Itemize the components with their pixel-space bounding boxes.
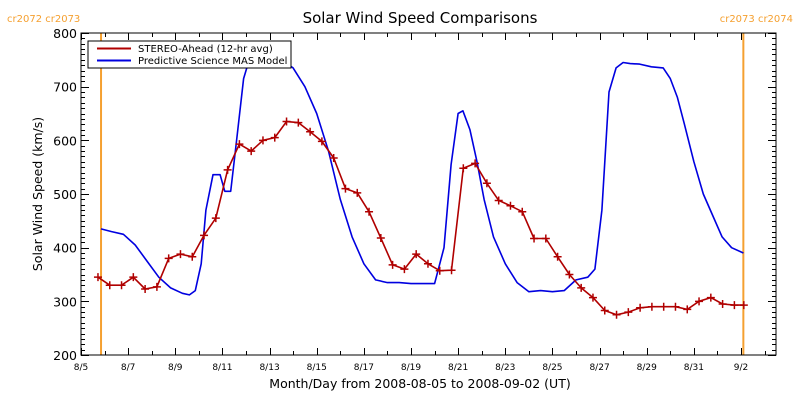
mas-model-line: [100, 54, 744, 296]
stereo-data-point: [188, 252, 197, 261]
stereo-data-point: [223, 165, 232, 174]
legend-label-mas: Predictive Science MAS Model: [138, 56, 287, 67]
y-tick-label: 500: [53, 187, 77, 202]
stereo-data-point: [200, 231, 209, 240]
stereo-data-point: [141, 284, 150, 293]
x-tick-label: 8/31: [684, 363, 704, 373]
stereo-data-point: [695, 297, 704, 306]
x-tick-label: 8/17: [354, 363, 374, 373]
y-tick-label: 800: [53, 26, 77, 41]
y-tick-label: 600: [53, 133, 77, 148]
stereo-data-point: [341, 184, 350, 193]
stereo-data-point: [471, 159, 480, 168]
stereo-data-point: [739, 301, 748, 310]
x-tick-label: 9/2: [734, 363, 748, 373]
stereo-data-point: [294, 118, 303, 127]
x-tick-label: 8/23: [495, 363, 515, 373]
x-tick-label: 8/25: [542, 363, 562, 373]
x-axis-label: Month/Day from 2008-08-05 to 2008-09-02 …: [269, 376, 570, 391]
stereo-data-point: [105, 281, 114, 290]
y-axis-label: Solar Wind Speed (km/s): [30, 117, 45, 271]
y-tick-label: 300: [53, 294, 77, 309]
stereo-data-point: [117, 281, 126, 290]
stereo-data-point: [730, 301, 739, 310]
x-tick-label: 8/13: [259, 363, 279, 373]
stereo-data-point: [706, 293, 715, 302]
x-tick-label: 8/7: [121, 363, 135, 373]
y-tick-label: 200: [53, 348, 77, 363]
stereo-data-point: [400, 265, 409, 274]
stereo-data-point: [647, 302, 656, 311]
stereo-ahead-line: [97, 120, 744, 316]
stereo-data-point: [447, 266, 456, 275]
stereo-data-point: [353, 188, 362, 197]
stereo-data-point: [541, 234, 550, 243]
legend-box: [87, 40, 292, 69]
x-tick-label: 8/5: [74, 363, 88, 373]
stereo-data-point: [258, 136, 267, 145]
stereo-data-point: [423, 259, 432, 268]
y-tick-label: 700: [53, 80, 77, 95]
stereo-data-point: [494, 196, 503, 205]
stereo-data-point: [659, 302, 668, 311]
carrington-marker-label: cr2073 cr2074: [720, 14, 793, 25]
stereo-data-point: [388, 260, 397, 269]
stereo-data-point: [565, 270, 574, 279]
stereo-data-point: [459, 164, 468, 173]
stereo-data-point: [577, 283, 586, 292]
x-tick-label: 8/27: [589, 363, 609, 373]
stereo-data-point: [176, 250, 185, 259]
chart-title: Solar Wind Speed Comparisons: [303, 9, 538, 27]
stereo-data-point: [317, 137, 326, 146]
stereo-data-point: [683, 305, 692, 314]
legend: STEREO-Ahead (12-hr avg) Predictive Scie…: [87, 40, 292, 69]
x-tick-label: 8/15: [307, 363, 327, 373]
stereo-data-point: [412, 250, 421, 259]
stereo-data-point: [671, 302, 680, 311]
stereo-data-point: [624, 308, 633, 317]
stereo-data-point: [270, 133, 279, 142]
stereo-data-point: [518, 207, 527, 216]
stereo-data-point: [636, 303, 645, 312]
stereo-data-point: [129, 273, 138, 282]
x-tick-label: 8/19: [401, 363, 421, 373]
stereo-data-point: [306, 127, 315, 136]
stereo-data-point: [282, 117, 291, 126]
legend-label-stereo: STEREO-Ahead (12-hr avg): [138, 44, 273, 55]
stereo-data-point: [530, 234, 539, 243]
stereo-data-point: [553, 252, 562, 261]
stereo-data-point: [93, 273, 102, 282]
stereo-data-point: [376, 234, 385, 243]
stereo-data-point: [482, 179, 491, 188]
stereo-data-point: [612, 310, 621, 319]
stereo-data-point: [600, 306, 609, 315]
stereo-data-point: [718, 300, 727, 309]
stereo-data-point: [247, 147, 256, 156]
carrington-marker-label: cr2072 cr2073: [7, 14, 80, 25]
stereo-data-point: [329, 154, 338, 163]
x-tick-label: 8/21: [448, 363, 468, 373]
x-tick-label: 8/29: [637, 363, 657, 373]
x-tick-label: 8/9: [168, 363, 183, 373]
y-tick-label: 400: [53, 241, 77, 256]
x-tick-label: 8/11: [212, 363, 232, 373]
stereo-data-point: [506, 201, 515, 210]
stereo-data-point: [235, 140, 244, 149]
stereo-data-point: [211, 214, 220, 223]
stereo-data-point: [435, 266, 444, 275]
stereo-data-point: [365, 207, 374, 216]
stereo-data-point: [588, 293, 597, 302]
plot-area: cr2072 cr2073 cr2073 cr2074 200 300 400 500 60…: [7, 14, 793, 373]
stereo-data-point: [152, 282, 161, 291]
stereo-data-point: [164, 254, 173, 263]
